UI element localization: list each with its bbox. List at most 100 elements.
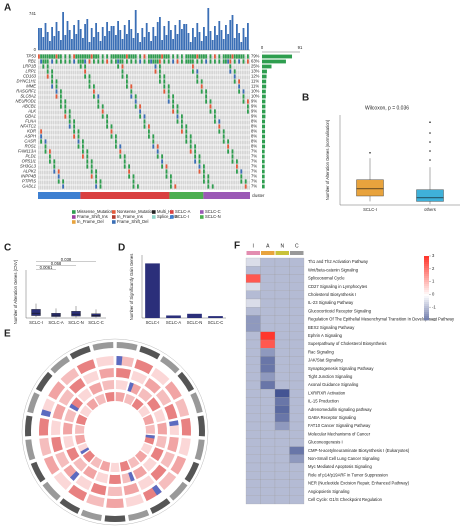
- pct-label: 7%: [251, 154, 257, 159]
- mutation-cell-decor: [163, 74, 166, 79]
- sample-bar-decor: [238, 33, 240, 50]
- heat-cell: [260, 298, 276, 308]
- chromosome-decor: [50, 356, 70, 374]
- heat-cell: [274, 471, 290, 480]
- ring-decor: [21, 338, 209, 526]
- mutation-cell-decor: [55, 94, 58, 99]
- mutation-cell-decor: [167, 89, 170, 94]
- mutation-cell-decor: [79, 59, 82, 64]
- heat-cell: [245, 298, 261, 308]
- mutation-cell-decor: [205, 59, 207, 64]
- box: [356, 179, 384, 197]
- sample-bar-decor: [185, 24, 188, 50]
- x-tick-label: SCLC-C: [208, 320, 224, 325]
- mutation-cell-decor: [123, 159, 126, 164]
- mutation-cell-decor: [55, 89, 58, 94]
- gene-freq-bar: [262, 94, 266, 99]
- colorbar-decor: [424, 306, 429, 309]
- mutation-cell-decor: [46, 64, 49, 69]
- mutation-cell-decor: [77, 54, 80, 59]
- track-decor: [69, 403, 79, 412]
- sample-bar-decor: [51, 27, 53, 50]
- mutation-cell-decor: [161, 154, 163, 159]
- mutation-cell-decor: [218, 59, 221, 64]
- row-label: IL-23 Signaling Pathway: [308, 300, 354, 305]
- mutation-cell-decor: [165, 174, 168, 179]
- sample-bar-decor: [123, 25, 126, 50]
- colorbar-label: 2: [432, 266, 435, 271]
- legend-swatch: [152, 215, 156, 219]
- sample-bar-decor: [189, 42, 192, 50]
- legend-label: SCLC-C: [205, 209, 221, 214]
- track-decor: [51, 420, 61, 436]
- sample-bar-decor: [134, 10, 137, 50]
- mutation-cell-decor: [244, 179, 247, 184]
- mutation-cell-decor: [143, 59, 146, 64]
- legend-swatch: [72, 210, 76, 214]
- panel-label: F: [234, 241, 240, 252]
- mutation-cell-decor: [231, 54, 234, 59]
- mutation-cell-decor: [181, 119, 183, 124]
- gene-label: GBA1: [25, 114, 36, 119]
- cluster-label: cluster: [252, 193, 265, 198]
- mutation-cell-decor: [159, 79, 161, 84]
- legend-swatch: [112, 215, 116, 219]
- mutation-cell-decor: [167, 59, 170, 64]
- heat-cell: [289, 257, 305, 267]
- track-decor: [119, 460, 131, 472]
- gene-freq-bar: [262, 114, 266, 119]
- sample-bar-decor: [46, 32, 49, 50]
- mutation-cell-decor: [128, 169, 130, 174]
- heat-cell: [260, 471, 276, 480]
- heat-cell: [274, 307, 290, 316]
- sample-bar-decor: [86, 19, 89, 50]
- heat-cell: [274, 421, 290, 431]
- column-label: I: [253, 243, 254, 249]
- mutation-cell-decor: [163, 89, 166, 94]
- colorbar-decor: [424, 310, 429, 313]
- track-decor: [152, 484, 162, 496]
- pct-label: 8%: [251, 129, 257, 134]
- gene-label: ROS1: [25, 144, 36, 149]
- sample-bar-decor: [227, 34, 229, 50]
- mutation-cell-decor: [73, 134, 75, 139]
- gene-freq-bar: [262, 124, 266, 129]
- track-decor: [76, 359, 96, 375]
- mutation-cell-decor: [121, 54, 124, 59]
- mutation-cell-decor: [44, 144, 47, 149]
- sample-bar-decor: [225, 25, 227, 50]
- heat-cell: [274, 413, 290, 423]
- mutation-cell-decor: [167, 54, 170, 59]
- chromosome-decor: [27, 392, 40, 414]
- mutation-cell-decor: [93, 94, 95, 99]
- chromosome-decor: [177, 371, 195, 392]
- colorbar-label: -2: [432, 317, 436, 322]
- mutation-cell-decor: [194, 144, 196, 149]
- mutation-cell-decor: [101, 114, 104, 119]
- heat-cell: [245, 389, 261, 398]
- mutation-cell-decor: [73, 124, 75, 129]
- mutation-cell-decor: [60, 104, 62, 109]
- mutation-cell-decor: [44, 149, 47, 154]
- sample-bar-decor: [163, 26, 166, 50]
- mutation-cell-decor: [90, 174, 93, 179]
- chromosome-decor: [197, 415, 205, 437]
- sample-bar-decor: [68, 30, 71, 50]
- mutation-cell-decor: [51, 59, 53, 64]
- mutation-cell-decor: [51, 79, 53, 84]
- mutation-cell-decor: [82, 149, 84, 154]
- track-decor: [180, 418, 191, 436]
- mutation-cell-decor: [154, 54, 157, 59]
- legend-label: In_Frame_Del: [77, 219, 104, 224]
- mutation-cell-decor: [64, 59, 67, 64]
- row-label: Angiopoietin Signaling: [308, 489, 350, 494]
- colorbar-decor: [424, 288, 429, 291]
- sample-bar-decor: [154, 36, 157, 50]
- mutation-cell-decor: [185, 134, 188, 139]
- mutation-cell-decor: [163, 59, 166, 64]
- track-decor: [94, 393, 107, 406]
- mutation-cell-decor: [106, 119, 108, 124]
- colorbar-decor: [424, 292, 429, 295]
- track-decor: [51, 436, 63, 453]
- mutation-cell-decor: [117, 64, 119, 69]
